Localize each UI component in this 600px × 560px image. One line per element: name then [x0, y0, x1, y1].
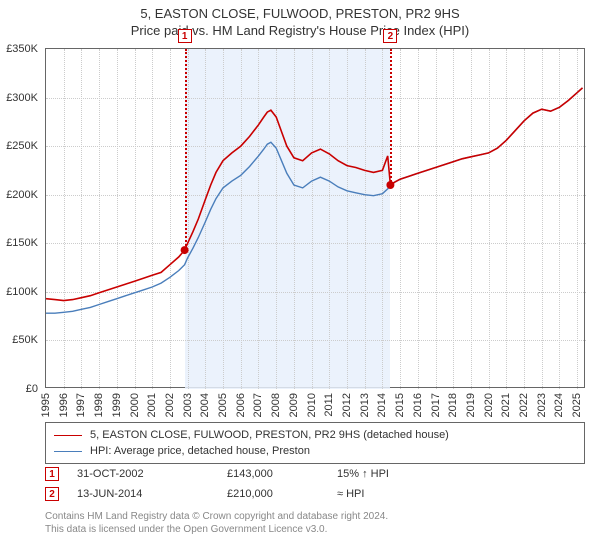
y-axis-label: £50K: [12, 334, 38, 346]
sale-row-1: 1 31-OCT-2002 £143,000 15% ↑ HPI: [45, 464, 585, 484]
x-axis-label: 2021: [500, 393, 512, 417]
x-axis-label: 2018: [447, 393, 459, 417]
x-axis-label: 1997: [75, 393, 87, 417]
x-axis-label: 2003: [182, 393, 194, 417]
x-axis-label: 1996: [58, 393, 70, 417]
sale-marker-line-1: [185, 49, 187, 250]
x-axis-label: 2024: [553, 393, 565, 417]
x-axis-label: 2011: [323, 393, 335, 417]
y-axis-label: £200K: [6, 189, 38, 201]
x-axis-label: 2009: [288, 393, 300, 417]
x-axis-label: 2014: [376, 393, 388, 417]
x-axis-label: 2004: [199, 393, 211, 417]
y-axis-label: £100K: [6, 286, 38, 298]
x-axis-label: 2013: [359, 393, 371, 417]
series-svg: [46, 49, 586, 389]
sale-date-1: 31-OCT-2002: [77, 468, 227, 480]
sale-marker-box-1: 1: [178, 29, 192, 43]
y-axis-label: £300K: [6, 92, 38, 104]
title-line-2: Price paid vs. HM Land Registry's House …: [0, 23, 600, 38]
y-axis-label: £250K: [6, 140, 38, 152]
legend-box: 5, EASTON CLOSE, FULWOOD, PRESTON, PR2 9…: [45, 422, 585, 464]
x-axis-label: 2006: [235, 393, 247, 417]
legend-swatch-hpi: [54, 451, 82, 452]
y-axis-label: £0: [26, 383, 38, 395]
footer-line-1: Contains HM Land Registry data © Crown c…: [45, 510, 585, 523]
sale-price-2: £210,000: [227, 488, 337, 500]
sale-hpi-2: ≈ HPI: [337, 488, 457, 500]
x-axis-label: 2005: [217, 393, 229, 417]
chart-area: £0£50K£100K£150K£200K£250K£300K£350K1995…: [45, 48, 585, 388]
x-axis-label: 1999: [111, 393, 123, 417]
legend-row-hpi: HPI: Average price, detached house, Pres…: [54, 443, 576, 459]
sale-date-2: 13-JUN-2014: [77, 488, 227, 500]
legend-row-price: 5, EASTON CLOSE, FULWOOD, PRESTON, PR2 9…: [54, 427, 576, 443]
x-axis-label: 2025: [571, 393, 583, 417]
sale-row-2: 2 13-JUN-2014 £210,000 ≈ HPI: [45, 484, 585, 504]
x-axis-label: 2002: [164, 393, 176, 417]
title-block: 5, EASTON CLOSE, FULWOOD, PRESTON, PR2 9…: [0, 0, 600, 38]
title-line-1: 5, EASTON CLOSE, FULWOOD, PRESTON, PR2 9…: [0, 6, 600, 21]
y-axis-label: £150K: [6, 237, 38, 249]
legend-label-price: 5, EASTON CLOSE, FULWOOD, PRESTON, PR2 9…: [90, 429, 449, 441]
x-axis-label: 2001: [146, 393, 158, 417]
x-axis-label: 2010: [306, 393, 318, 417]
x-axis-label: 2012: [341, 393, 353, 417]
series-line-hpi: [46, 88, 583, 313]
sale-marker-box-2: 2: [383, 29, 397, 43]
x-axis-label: 2020: [483, 393, 495, 417]
sale-marker-1: 1: [45, 467, 59, 481]
chart-container: 5, EASTON CLOSE, FULWOOD, PRESTON, PR2 9…: [0, 0, 600, 560]
sale-marker-line-2: [390, 49, 392, 185]
sale-price-1: £143,000: [227, 468, 337, 480]
legend-swatch-price: [54, 435, 82, 436]
x-axis-label: 2008: [270, 393, 282, 417]
sale-hpi-1: 15% ↑ HPI: [337, 468, 457, 480]
x-axis-label: 2022: [518, 393, 530, 417]
x-axis-label: 2007: [252, 393, 264, 417]
x-axis-label: 2016: [412, 393, 424, 417]
series-line-price_paid: [46, 88, 583, 301]
sale-marker-2: 2: [45, 487, 59, 501]
y-axis-label: £350K: [6, 43, 38, 55]
plot-region: £0£50K£100K£150K£200K£250K£300K£350K1995…: [45, 48, 585, 388]
x-axis-label: 1998: [93, 393, 105, 417]
footer-attribution: Contains HM Land Registry data © Crown c…: [45, 510, 585, 536]
x-axis-label: 2023: [536, 393, 548, 417]
x-axis-label: 2000: [129, 393, 141, 417]
x-axis-label: 2015: [394, 393, 406, 417]
x-axis-label: 1995: [40, 393, 52, 417]
legend-label-hpi: HPI: Average price, detached house, Pres…: [90, 445, 310, 457]
footer-line-2: This data is licensed under the Open Gov…: [45, 523, 585, 536]
x-axis-label: 2019: [465, 393, 477, 417]
sales-table: 1 31-OCT-2002 £143,000 15% ↑ HPI 2 13-JU…: [45, 464, 585, 504]
x-axis-label: 2017: [430, 393, 442, 417]
